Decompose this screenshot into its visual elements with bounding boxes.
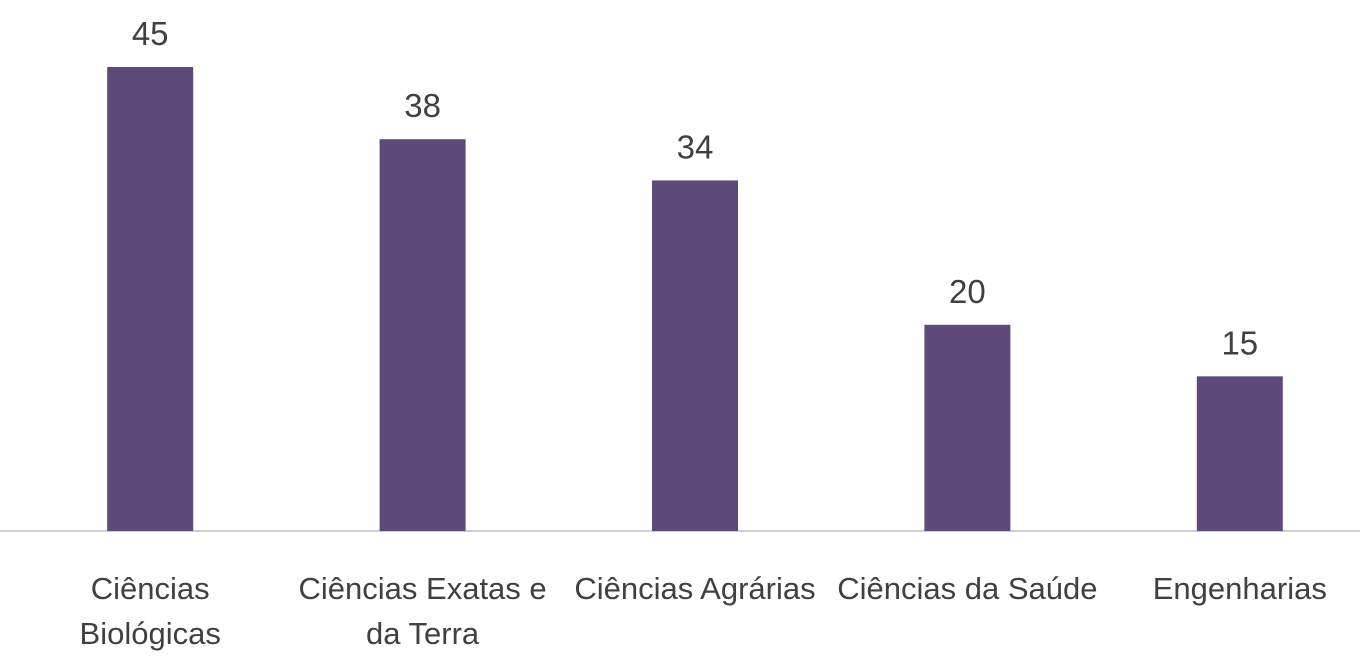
- x-tick-label: Ciências da Saúde: [837, 571, 1098, 606]
- bar: [1196, 376, 1283, 531]
- x-tick-label: Engenharias: [1152, 571, 1327, 606]
- value-label: 15: [1221, 324, 1258, 361]
- bar: [924, 324, 1011, 531]
- x-tick-label: Ciências Agrárias: [574, 571, 816, 606]
- x-tick-label: Ciências Exatas e da Terra: [298, 571, 547, 651]
- value-label: 45: [132, 15, 169, 52]
- value-label: 38: [404, 87, 441, 124]
- bar: [652, 180, 738, 531]
- x-tick-label: Ciências Biológicas: [79, 571, 221, 651]
- bar: [379, 139, 466, 531]
- value-label: 34: [677, 128, 714, 165]
- value-label: 20: [949, 273, 986, 310]
- bar: [107, 67, 194, 531]
